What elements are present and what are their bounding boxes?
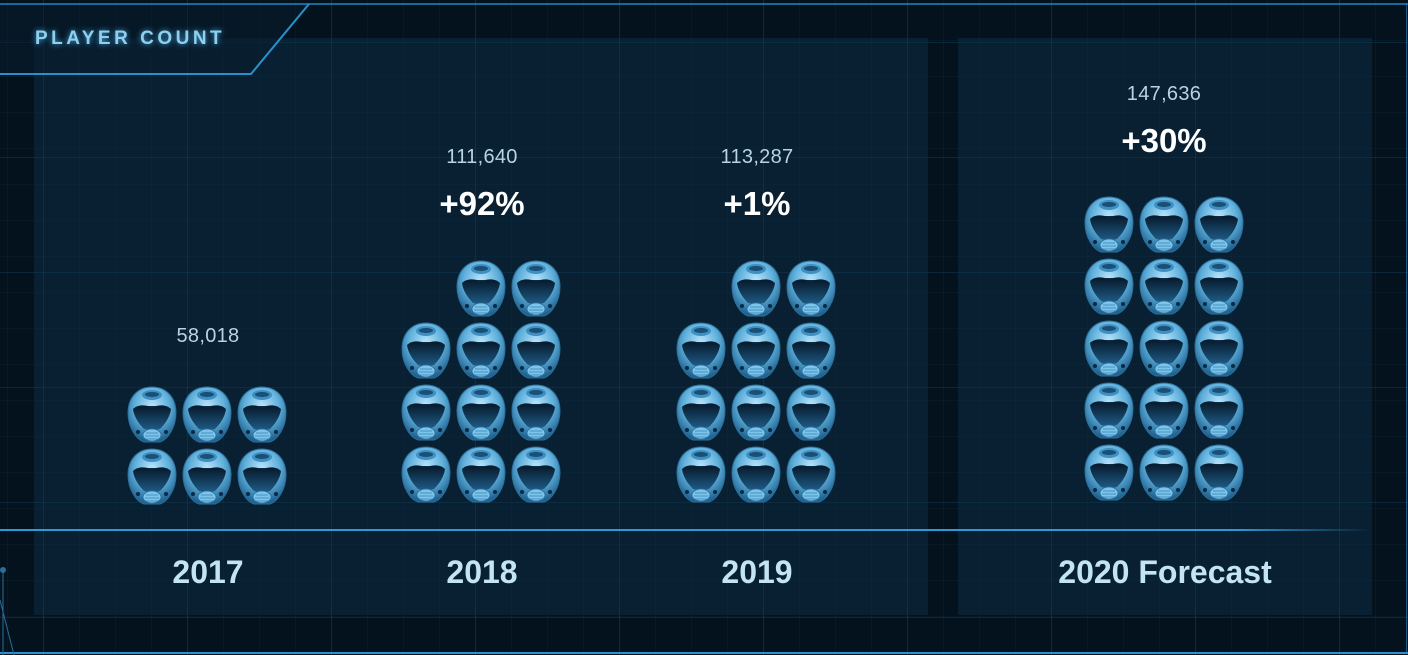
frame-bottom-line: [0, 652, 1408, 654]
header-tab-shape: [0, 3, 310, 75]
helmet-icon: [1139, 444, 1189, 502]
helmet-icon: [786, 446, 836, 504]
helmet-icon: [401, 322, 451, 380]
helmet-icon: [676, 322, 726, 380]
frame-right-line: [1406, 3, 1407, 653]
helmet-icon: [1139, 196, 1189, 254]
helmet-icon: [456, 384, 506, 442]
helmet-icon: [511, 260, 561, 318]
helmet-icon: [786, 384, 836, 442]
helmet-icon: [731, 384, 781, 442]
year-label: 2019: [721, 554, 793, 590]
frame-top-line: [0, 3, 1408, 5]
growth-percent: +30%: [1121, 122, 1207, 159]
growth-percent: +1%: [723, 185, 791, 222]
helmet-icon: [1139, 320, 1189, 378]
helmet-icon: [676, 446, 726, 504]
helmet-icon: [786, 260, 836, 318]
helmet-icon: [511, 384, 561, 442]
helmet-icon: [127, 448, 177, 506]
helmet-icon: [456, 446, 506, 504]
helmet-icon: [127, 386, 177, 444]
year-label: 2018: [446, 554, 518, 590]
year-label: 2017: [172, 554, 244, 590]
helmet-icon: [1139, 382, 1189, 440]
player-count-value: 111,640: [446, 146, 518, 168]
helmet-icon: [1194, 382, 1244, 440]
helmet-icon: [401, 446, 451, 504]
helmet-icon: [237, 386, 287, 444]
chart-title: PLAYER COUNT: [35, 28, 226, 49]
helmet-icon: [1084, 382, 1134, 440]
helmet-icon: [786, 322, 836, 380]
player-count-value: 113,287: [720, 146, 794, 168]
helmet-icon: [1194, 320, 1244, 378]
helmet-icon: [401, 384, 451, 442]
growth-percent: +92%: [439, 185, 525, 222]
helmet-icon: [1084, 196, 1134, 254]
baseline-divider: [0, 529, 1372, 531]
helmet-icon: [1194, 444, 1244, 502]
helmet-icon: [182, 386, 232, 444]
helmet-icon: [676, 384, 726, 442]
helmet-icon: [1194, 258, 1244, 316]
helmet-icon: [731, 446, 781, 504]
helmet-icon: [511, 322, 561, 380]
player-count-value: 147,636: [1126, 83, 1202, 105]
helmet-icon: [456, 322, 506, 380]
helmet-icon: [1084, 258, 1134, 316]
helmet-icon: [1084, 320, 1134, 378]
player-count-value: 58,018: [176, 325, 240, 347]
year-label: 2020 Forecast: [1058, 554, 1272, 590]
circuit-node-decoration: [0, 567, 15, 655]
helmet-icon: [731, 260, 781, 318]
helmet-icon: [1139, 258, 1189, 316]
helmet-icon: [182, 448, 232, 506]
helmet-icon: [1194, 196, 1244, 254]
helmet-icon: [237, 448, 287, 506]
helmet-icon: [1084, 444, 1134, 502]
helmet-icon: [511, 446, 561, 504]
helmet-icon: [456, 260, 506, 318]
helmet-icon: [731, 322, 781, 380]
